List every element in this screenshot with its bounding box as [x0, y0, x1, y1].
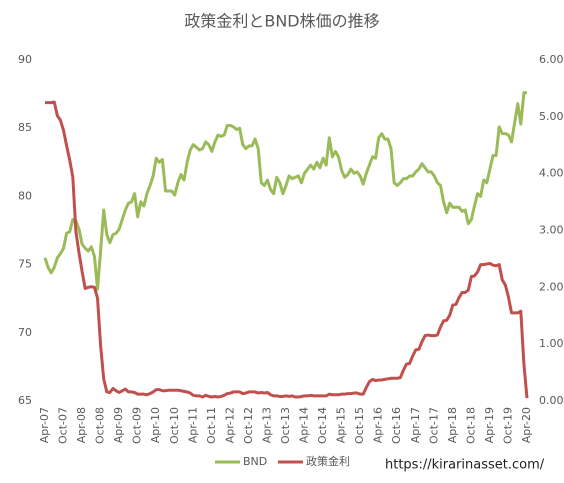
- x-tick-label: Apr-09: [112, 407, 125, 443]
- x-tick-label: Apr-16: [372, 407, 385, 443]
- x-tick-label: Oct-18: [464, 407, 477, 444]
- y2-tick-label: 6.00: [539, 53, 564, 66]
- x-tick-label: Oct-11: [205, 407, 218, 444]
- y2-tick-label: 2.00: [539, 280, 564, 293]
- x-tick-label: Apr-08: [75, 407, 88, 443]
- x-tick-label: Oct-17: [427, 407, 440, 444]
- chart-title: 政策金利とBND株価の推移: [184, 12, 379, 31]
- y2-tick-label: 4.00: [539, 167, 564, 180]
- annotation: https://kirarinasset.com/: [385, 458, 545, 473]
- y-tick-label: 75: [18, 258, 32, 271]
- y-tick-label: 65: [18, 394, 32, 407]
- x-tick-label: Oct-16: [390, 407, 403, 444]
- y-tick-label: 80: [18, 189, 32, 202]
- y-tick-label: 90: [18, 53, 32, 66]
- x-tick-label: Apr-19: [483, 407, 496, 443]
- series-line: [45, 100, 529, 399]
- x-tick-label: Apr-11: [186, 407, 199, 443]
- y2-tick-label: 5.00: [539, 110, 564, 123]
- x-tick-label: Oct-14: [316, 407, 329, 444]
- y2-tick-label: 3.00: [539, 224, 564, 237]
- x-tick-label: Oct-08: [94, 407, 107, 444]
- legend-label: BND: [243, 455, 267, 468]
- x-tick-label: Apr-12: [223, 407, 236, 443]
- x-tick-label: Oct-15: [353, 407, 366, 444]
- x-tick-label: Oct-12: [242, 407, 255, 444]
- x-tick-label: Apr-07: [38, 407, 51, 443]
- x-tick-label: Apr-20: [520, 407, 533, 443]
- y2-tick-label: 1.00: [539, 337, 564, 350]
- x-tick-label: Apr-14: [298, 407, 311, 443]
- legend-label: 政策金利: [306, 454, 350, 468]
- x-tick-label: Apr-10: [149, 407, 162, 443]
- y-tick-label: 85: [18, 121, 32, 134]
- x-tick-label: Oct-07: [57, 407, 70, 444]
- x-tick-label: Oct-09: [131, 407, 144, 444]
- x-tick-label: Apr-18: [446, 407, 459, 443]
- series-line: [43, 91, 527, 291]
- y2-tick-label: 0.00: [539, 394, 564, 407]
- x-tick-label: Oct-13: [279, 407, 292, 444]
- x-tick-label: Oct-19: [501, 407, 514, 444]
- x-tick-label: Oct-10: [168, 407, 181, 444]
- y-tick-label: 70: [18, 326, 32, 339]
- x-tick-label: Apr-15: [335, 407, 348, 443]
- x-tick-label: Apr-17: [409, 407, 422, 443]
- x-tick-label: Apr-13: [260, 407, 273, 443]
